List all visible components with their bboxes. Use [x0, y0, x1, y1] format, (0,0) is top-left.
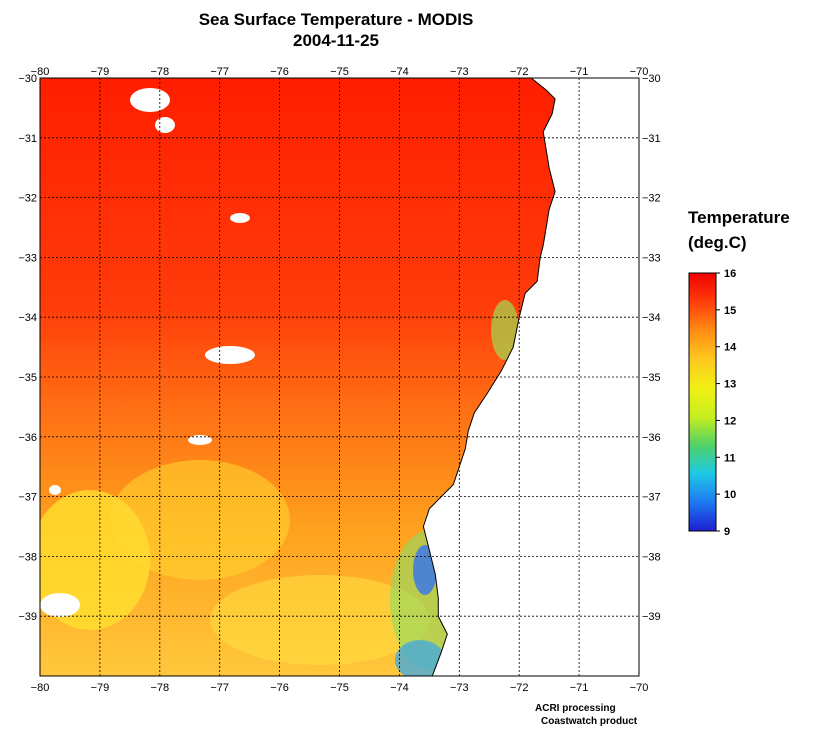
lon-tick-label: −74	[390, 682, 409, 694]
lat-tick-label: −35	[18, 372, 37, 384]
lon-tick-label: −79	[91, 66, 110, 78]
colorbar-scale	[688, 272, 717, 532]
lon-tick-label: −79	[91, 682, 110, 694]
lon-tick-label: −74	[390, 66, 409, 78]
lat-tick-label: −35	[642, 372, 661, 384]
lon-tick-label: −71	[570, 66, 589, 78]
legend-units: (deg.C)	[688, 233, 747, 252]
lon-tick-label: −70	[630, 66, 649, 78]
lat-tick-label: −33	[18, 252, 37, 264]
lat-tick-label: −30	[642, 73, 661, 85]
lon-tick-label: −72	[510, 66, 529, 78]
lat-tick-label: −39	[642, 611, 661, 623]
lon-axis-top: −80 −79 −78 −77 −76 −75 −74 −73 −72 −71 −70	[31, 66, 649, 78]
lat-tick-label: −38	[18, 551, 37, 563]
colorbar-tick-label: 11	[724, 452, 736, 464]
lon-tick-label: −75	[330, 682, 349, 694]
plot-frame	[39, 77, 640, 677]
plot-area	[40, 78, 639, 676]
lat-axis-right: −30 −31 −32 −33 −34 −35 −36 −37 −38 −39	[642, 73, 661, 623]
lat-tick-label: −32	[642, 193, 661, 205]
lon-tick-label: −77	[210, 66, 229, 78]
colorbar-tick-label: 12	[724, 415, 736, 427]
lon-tick-label: −76	[270, 682, 289, 694]
cool-coastal-band	[491, 300, 519, 360]
colorbar-tick-label: 14	[724, 342, 737, 354]
lat-tick-label: −30	[18, 73, 37, 85]
warm-patch	[110, 460, 290, 580]
lon-tick-label: −80	[31, 682, 50, 694]
lat-axis-left: −30 −31 −32 −33 −34 −35 −36 −37 −38 −39	[18, 73, 37, 623]
lat-tick-label: −32	[18, 193, 37, 205]
lon-tick-label: −72	[510, 682, 529, 694]
land	[423, 78, 639, 676]
lon-tick-label: −71	[570, 682, 589, 694]
colorbar-tick-label: 9	[724, 526, 730, 538]
lon-tick-label: −78	[150, 682, 169, 694]
lat-tick-label: −37	[18, 492, 37, 504]
colorbar-ticks: 16 15 14 13 12 11 10 9	[716, 268, 737, 538]
lat-tick-label: −37	[642, 492, 661, 504]
warm-patch	[210, 575, 430, 665]
lat-tick-label: −31	[642, 133, 661, 145]
lat-tick-label: −39	[18, 611, 37, 623]
lat-tick-label: −38	[642, 551, 661, 563]
colorbar: 16 15 14 13 12 11 10 9	[688, 268, 737, 538]
lon-tick-label: −75	[330, 66, 349, 78]
lat-tick-label: −34	[18, 312, 37, 324]
lon-tick-label: −70	[630, 682, 649, 694]
lon-tick-label: −80	[31, 66, 50, 78]
coastline	[422, 78, 556, 676]
lat-tick-label: −36	[18, 432, 37, 444]
lat-tick-label: −33	[642, 252, 661, 264]
map-title: Sea Surface Temperature - MODIS	[198, 10, 474, 29]
lat-tick-label: −36	[642, 432, 661, 444]
colorbar-tick-label: 10	[724, 489, 736, 501]
lat-tick-label: −34	[642, 312, 661, 324]
colorbar-tick-label: 16	[724, 268, 736, 280]
lon-axis-bottom: −80 −79 −78 −77 −76 −75 −74 −73 −72 −71 −70	[31, 682, 649, 694]
legend-title: Temperature	[688, 208, 790, 227]
lon-tick-label: −73	[450, 66, 469, 78]
lon-tick-label: −78	[150, 66, 169, 78]
lon-tick-label: −76	[270, 66, 289, 78]
processing-credit: ACRI processing	[535, 703, 616, 714]
lon-tick-label: −73	[450, 682, 469, 694]
cloud-mask	[40, 88, 255, 617]
colorbar-tick-label: 13	[724, 379, 736, 391]
lat-tick-label: −31	[18, 133, 37, 145]
map-date: 2004-11-25	[292, 31, 380, 50]
product-credit: Coastwatch product	[541, 716, 638, 727]
lon-tick-label: −77	[210, 682, 229, 694]
colorbar-tick-label: 15	[724, 305, 736, 317]
cold-upwelling	[395, 640, 445, 676]
